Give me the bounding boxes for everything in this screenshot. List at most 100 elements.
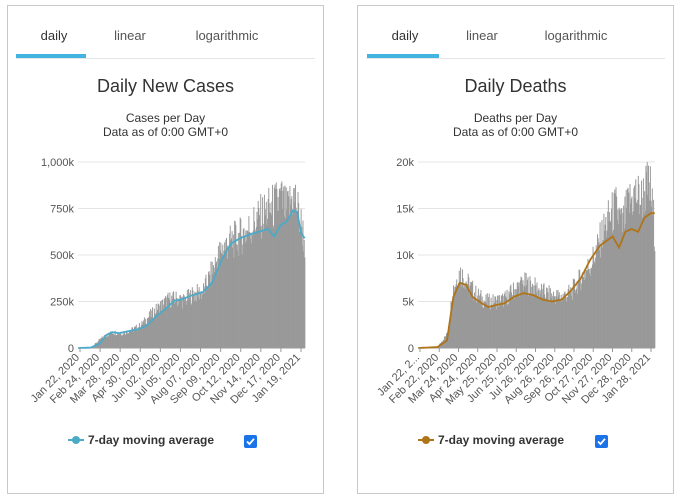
legend-line-marker-icon <box>418 434 434 446</box>
bar <box>191 303 193 348</box>
bar <box>524 272 526 348</box>
bar <box>579 279 581 348</box>
bar <box>514 298 516 348</box>
legend-item-moving-average[interactable]: 7-day moving average <box>418 433 564 447</box>
chart-data-date: Data as of 0:00 GMT+0 <box>452 125 579 139</box>
bar <box>220 242 222 348</box>
bar <box>136 330 138 348</box>
bar <box>531 294 533 348</box>
bar <box>581 273 583 348</box>
bar <box>468 293 470 348</box>
bar <box>635 179 637 348</box>
chart-data-date: Data as of 0:00 GMT+0 <box>102 125 229 139</box>
bar <box>281 181 283 348</box>
bar <box>239 232 241 348</box>
bar <box>540 283 542 348</box>
bar <box>117 332 119 348</box>
moving-average-checkbox[interactable] <box>595 435 608 448</box>
bar <box>262 197 264 348</box>
y-tick-label: 500k <box>50 250 74 262</box>
bar <box>190 305 192 348</box>
bar <box>132 327 134 348</box>
bar <box>482 307 484 348</box>
bar <box>134 326 136 348</box>
tab-daily[interactable]: daily <box>391 28 419 43</box>
bar <box>624 196 626 348</box>
bar <box>569 291 571 348</box>
tab-daily[interactable]: daily <box>40 28 68 43</box>
bar <box>297 192 299 348</box>
legend-item-moving-average[interactable]: 7-day moving average <box>68 433 214 447</box>
bar <box>501 295 503 348</box>
bar <box>259 226 261 348</box>
bar <box>194 291 196 348</box>
bar <box>171 298 173 348</box>
bar <box>481 296 483 348</box>
bar <box>240 235 242 348</box>
bar <box>487 305 489 348</box>
bar <box>495 309 497 348</box>
bar <box>242 244 244 348</box>
y-tick-label: 1,000k <box>41 157 75 169</box>
bar <box>461 269 463 348</box>
bar <box>158 303 160 348</box>
bar <box>147 318 148 348</box>
bar <box>269 203 271 348</box>
bar <box>109 333 111 348</box>
bar <box>250 232 252 348</box>
bar <box>110 331 112 348</box>
bar <box>576 281 578 348</box>
bar <box>532 293 534 348</box>
bar <box>651 206 653 348</box>
bar <box>475 285 477 348</box>
bar <box>234 220 236 348</box>
bar <box>260 194 262 348</box>
bar <box>482 308 484 348</box>
bar <box>101 336 103 348</box>
bar <box>198 287 200 348</box>
bar <box>170 306 172 348</box>
bar <box>568 284 570 348</box>
bar <box>208 271 210 348</box>
bar <box>480 290 482 348</box>
bar <box>450 301 452 348</box>
bar <box>155 303 157 348</box>
bar <box>598 250 600 348</box>
bar <box>135 326 137 348</box>
moving-average-checkbox[interactable] <box>244 435 257 448</box>
bar <box>613 192 615 348</box>
bar <box>168 299 170 348</box>
panel-daily-new-cases: daily linear logarithmic Daily New Cases… <box>7 5 324 494</box>
bar <box>619 209 621 348</box>
bar <box>138 328 140 348</box>
tab-linear[interactable]: linear <box>466 28 498 43</box>
bar <box>156 312 158 348</box>
bar <box>161 299 163 348</box>
bar <box>199 293 201 348</box>
bar <box>280 183 282 348</box>
bar <box>143 320 145 348</box>
bar <box>443 339 445 348</box>
bar <box>225 239 227 348</box>
bar <box>458 283 460 348</box>
bar <box>110 332 112 348</box>
bar <box>301 226 303 348</box>
tab-linear[interactable]: linear <box>114 28 146 43</box>
tab-logarithmic[interactable]: logarithmic <box>544 28 608 43</box>
tab-logarithmic[interactable]: logarithmic <box>195 28 259 43</box>
bar <box>157 303 159 348</box>
bar <box>285 218 287 348</box>
bar <box>175 291 177 348</box>
bar <box>506 289 508 348</box>
bar <box>265 201 267 348</box>
bar <box>583 280 585 348</box>
bar <box>607 200 609 348</box>
bar <box>244 242 246 348</box>
bar <box>513 289 515 348</box>
bar <box>529 276 531 348</box>
bar <box>255 226 257 348</box>
bar <box>597 238 599 348</box>
bar <box>124 334 126 348</box>
bar <box>553 291 555 348</box>
